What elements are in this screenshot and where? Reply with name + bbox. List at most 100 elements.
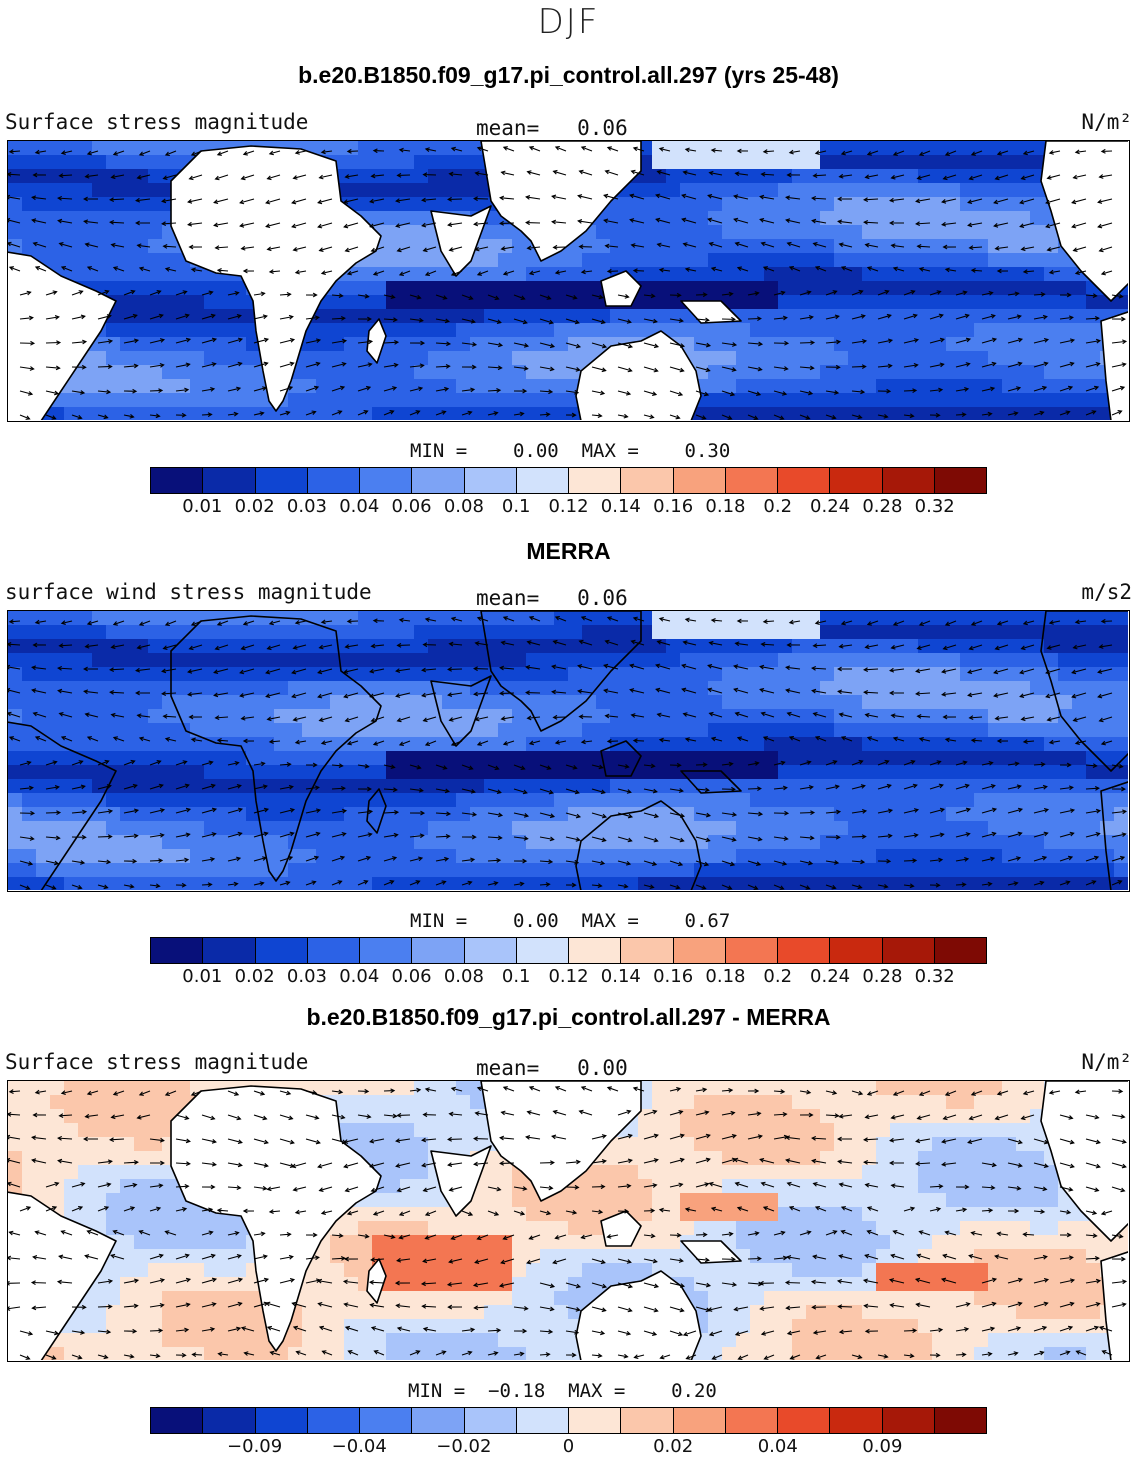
colorbar-tick-label: 0.02 xyxy=(234,966,275,987)
colorbar-swatch xyxy=(203,938,256,963)
stress-vectors xyxy=(8,145,1128,420)
colorbar-swatch xyxy=(934,468,986,493)
colorbar-swatch xyxy=(621,468,674,493)
colorbar-tick-label: −0.04 xyxy=(331,1436,387,1457)
colorbar-swatch xyxy=(830,468,883,493)
colorbar-tick-label: 0.09 xyxy=(862,1436,903,1457)
colorbar-swatch xyxy=(307,468,360,493)
land-masses xyxy=(8,611,1128,890)
colorbar-tick-label: 0.14 xyxy=(600,496,641,517)
colorbar-swatch xyxy=(882,468,935,493)
colorbar-swatch xyxy=(307,1408,360,1433)
panel-3-colorbar xyxy=(150,1407,987,1434)
panel-3-variable-label: Surface stress magnitude xyxy=(5,1050,309,1074)
panel-1-title: b.e20.B1850.f09_g17.pi_control.all.297 (… xyxy=(298,62,839,88)
colorbar-tick-label: 0.04 xyxy=(757,1436,798,1457)
colorbar-tick-label: 0.32 xyxy=(914,496,955,517)
stress-vectors xyxy=(8,1085,1128,1360)
colorbar-swatch xyxy=(778,468,831,493)
colorbar-tick-label: 0.28 xyxy=(862,496,903,517)
panel-3-colorbar-ticks: −0.09 −0.04 −0.02 0 0.02 0.04 0.09 xyxy=(150,1436,987,1458)
panel-1-colorbar-ticks: 0.01 0.02 0.03 0.04 0.06 0.08 0.1 0.12 0.14 0.16 0… xyxy=(150,496,987,518)
colorbar-tick-label: −0.02 xyxy=(436,1436,492,1457)
colorbar-tick-label: 0.24 xyxy=(810,966,851,987)
panel-1-map xyxy=(7,140,1130,422)
colorbar-swatch xyxy=(725,468,778,493)
colorbar-tick-label: 0.04 xyxy=(339,966,380,987)
field-cells xyxy=(8,611,1128,890)
colorbar-swatch xyxy=(360,1408,413,1433)
colorbar-swatch xyxy=(255,1408,308,1433)
panel-2-units: m/s2 xyxy=(1081,580,1132,604)
colorbar-swatch xyxy=(360,468,413,493)
colorbar-swatch xyxy=(255,468,308,493)
panel-3-title: b.e20.B1850.f09_g17.pi_control.all.297 -… xyxy=(306,1004,831,1030)
panel-2-mean-label: mean= 0.06 xyxy=(476,586,628,610)
colorbar-swatch xyxy=(255,938,308,963)
colorbar-swatch xyxy=(673,938,726,963)
panel-1-map-field xyxy=(8,141,1128,420)
stress-vectors xyxy=(8,615,1128,890)
colorbar-swatch xyxy=(412,468,465,493)
colorbar-swatch xyxy=(412,938,465,963)
colorbar-swatch xyxy=(934,938,986,963)
colorbar-tick-label: 0.02 xyxy=(234,496,275,517)
colorbar-tick-label: 0.24 xyxy=(810,496,851,517)
panel-3-minmax: MIN = −0.18 MAX = 0.20 xyxy=(408,1380,717,1402)
colorbar-tick-label: 0.1 xyxy=(501,966,531,987)
panel-2-colorbar-ticks: 0.01 0.02 0.03 0.04 0.06 0.08 0.1 0.12 0.14 0.16 0… xyxy=(150,966,987,988)
colorbar-swatch xyxy=(464,1408,517,1433)
colorbar-swatch xyxy=(725,938,778,963)
colorbar-swatch xyxy=(516,938,569,963)
colorbar-tick-label: 0.12 xyxy=(548,966,589,987)
panel-3-mean-label: mean= 0.00 xyxy=(476,1056,628,1080)
panel-2-colorbar xyxy=(150,937,987,964)
colorbar-tick-label: 0.18 xyxy=(705,496,746,517)
colorbar-swatch xyxy=(569,938,622,963)
colorbar-tick-label: 0.01 xyxy=(182,496,223,517)
colorbar-swatch xyxy=(778,938,831,963)
panel-2-variable-label: surface wind stress magnitude xyxy=(5,580,372,604)
colorbar-tick-label: 0.06 xyxy=(391,496,432,517)
land-masses xyxy=(8,1081,1128,1360)
colorbar-tick-label: 0.28 xyxy=(862,966,903,987)
colorbar-tick-label: 0.06 xyxy=(391,966,432,987)
panel-1-variable-label: Surface stress magnitude xyxy=(5,110,309,134)
colorbar-swatch xyxy=(882,938,935,963)
colorbar-swatch xyxy=(151,938,204,963)
colorbar-swatch xyxy=(360,938,413,963)
colorbar-swatch xyxy=(673,468,726,493)
colorbar-tick-label: 0.16 xyxy=(653,496,694,517)
colorbar-tick-label: 0.14 xyxy=(600,966,641,987)
land-masses xyxy=(8,141,1128,420)
panel-2-minmax: MIN = 0.00 MAX = 0.67 xyxy=(410,910,731,932)
colorbar-tick-label: 0.1 xyxy=(501,496,531,517)
colorbar-swatch xyxy=(516,1408,569,1433)
colorbar-swatch xyxy=(464,938,517,963)
colorbar-swatch xyxy=(882,1408,935,1433)
colorbar-tick-label: −0.09 xyxy=(227,1436,283,1457)
colorbar-swatch xyxy=(203,1408,256,1433)
colorbar-tick-label: 0.12 xyxy=(548,496,589,517)
colorbar-swatch xyxy=(203,468,256,493)
colorbar-swatch xyxy=(464,468,517,493)
colorbar-tick-label: 0.2 xyxy=(763,966,793,987)
figure-title: DJF xyxy=(537,2,600,42)
colorbar-swatch xyxy=(830,1408,883,1433)
panel-2-map-field xyxy=(8,611,1128,890)
colorbar-tick-label: 0 xyxy=(562,1436,575,1457)
colorbar-tick-label: 0.32 xyxy=(914,966,955,987)
colorbar-swatch xyxy=(621,1408,674,1433)
colorbar-tick-label: 0.01 xyxy=(182,966,223,987)
colorbar-swatch xyxy=(412,1408,465,1433)
colorbar-tick-label: 0.18 xyxy=(705,966,746,987)
panel-1-units: N/m² xyxy=(1081,110,1132,134)
panel-3-map-field xyxy=(8,1081,1128,1360)
colorbar-swatch xyxy=(569,468,622,493)
colorbar-tick-label: 0.03 xyxy=(286,496,327,517)
panel-2-map xyxy=(7,610,1130,892)
colorbar-tick-label: 0.08 xyxy=(443,496,484,517)
panel-1-colorbar xyxy=(150,467,987,494)
panel-1-minmax: MIN = 0.00 MAX = 0.30 xyxy=(410,440,731,462)
panel-3-map xyxy=(7,1080,1130,1362)
